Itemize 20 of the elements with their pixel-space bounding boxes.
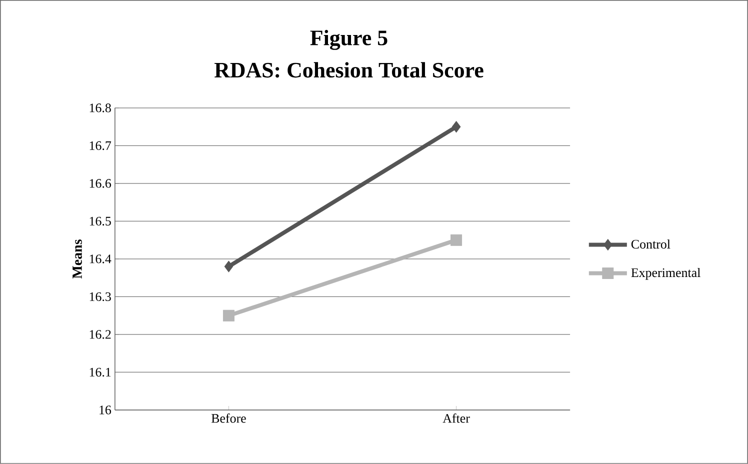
y-tick-label: 16.3 [90,292,111,302]
point [224,260,234,272]
point [222,310,234,322]
legend-label: Control [631,240,670,249]
y-tick-label: 16.1 [90,368,111,377]
chart-subtitle: RDAS: Cohesion Total Score [214,62,484,78]
point [450,234,462,246]
y-tick-label: 16.5 [90,216,111,226]
y-tick-label: 16.7 [90,141,112,150]
x-tick-label: After [442,414,470,423]
y-axis-title: Means [72,240,82,279]
point [452,121,461,133]
legend-label: Experimental [631,268,700,280]
y-tick-label: 16.4 [90,254,112,264]
y-tick-label: 16.6 [90,179,112,188]
y-tick-label: 16.8 [90,104,111,112]
y-tick-label: 16.2 [90,330,111,339]
x-tick-label: Before [211,414,246,423]
y-tick-label: 16 [100,406,112,414]
chart-title: Figure 5 [310,30,388,50]
